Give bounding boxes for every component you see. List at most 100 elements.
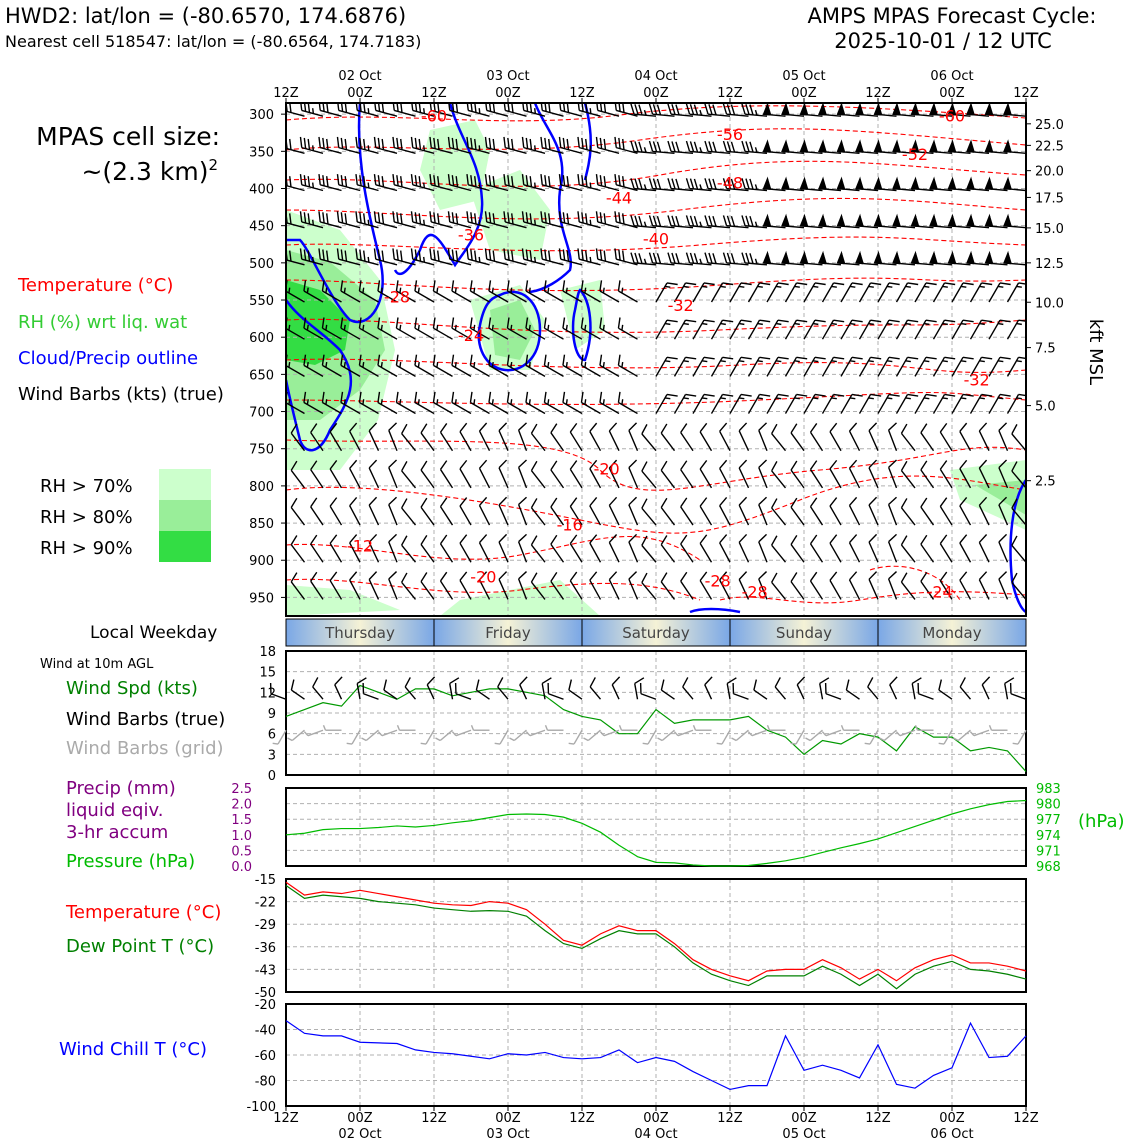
wind-barb bbox=[329, 534, 343, 563]
wind-barb bbox=[895, 729, 916, 737]
wind-barb bbox=[1004, 677, 1015, 700]
wind-barbs bbox=[286, 103, 1026, 600]
wind-barb bbox=[667, 252, 694, 266]
wind-barb bbox=[680, 497, 694, 526]
wind-barb bbox=[758, 422, 768, 451]
wind-barb bbox=[410, 103, 435, 117]
pressure-ytick-label: 974 bbox=[1036, 829, 1061, 844]
wind-barb bbox=[299, 248, 324, 266]
wind-barb bbox=[873, 176, 897, 192]
wind-barb bbox=[680, 571, 694, 600]
wind-barb bbox=[790, 534, 805, 563]
wind-barb bbox=[738, 533, 750, 563]
wind-barb bbox=[984, 103, 1008, 117]
chill-panel-label: Wind Chill T (°C) bbox=[59, 1039, 207, 1060]
wind-barb bbox=[914, 319, 937, 340]
wind-barb bbox=[544, 724, 564, 731]
top-time-label: 12Z bbox=[1013, 86, 1039, 101]
wind-barb bbox=[543, 317, 564, 340]
wind-barb bbox=[577, 136, 601, 155]
wind-barb bbox=[303, 354, 324, 377]
wind-barb bbox=[392, 174, 416, 192]
wind-barb bbox=[722, 140, 749, 155]
wind-barb bbox=[673, 729, 694, 737]
wind-barb bbox=[478, 496, 491, 526]
bottom-time-label: 00Z bbox=[495, 1111, 521, 1126]
wind-barb bbox=[719, 571, 731, 600]
legend-rh: RH (%) wrt liq. wat bbox=[18, 312, 187, 333]
wind-barb bbox=[608, 534, 620, 563]
wind-barb bbox=[503, 136, 527, 155]
wind-barb bbox=[910, 176, 934, 192]
wind-barb bbox=[699, 497, 713, 526]
wind-barb bbox=[521, 174, 546, 192]
wind-barb bbox=[373, 211, 398, 229]
temperature-contour bbox=[719, 591, 1026, 604]
wind-barb bbox=[599, 354, 620, 377]
wind-barb bbox=[731, 729, 749, 742]
wind-barb bbox=[829, 497, 842, 526]
wind-barb bbox=[978, 534, 990, 563]
legend-cloud: Cloud/Precip outline bbox=[18, 348, 198, 369]
wind-barb bbox=[685, 103, 712, 117]
wind-barb bbox=[1006, 282, 1026, 303]
kft-tick-label: 15.0 bbox=[1035, 222, 1064, 237]
wind-barb bbox=[848, 496, 861, 526]
wind-barb bbox=[978, 571, 990, 600]
wind-barb bbox=[966, 176, 990, 192]
wind-barb bbox=[747, 282, 771, 303]
cloud-outline-path bbox=[689, 607, 741, 614]
wind-barb bbox=[858, 356, 882, 377]
wind-barb bbox=[361, 729, 379, 742]
wind-barb bbox=[710, 319, 734, 340]
wind-barb bbox=[368, 496, 380, 526]
wind-ytick-label: 9 bbox=[268, 707, 276, 722]
wind-barb bbox=[895, 393, 919, 414]
wind-barb bbox=[368, 422, 380, 452]
wind-barb bbox=[766, 319, 789, 340]
wind-barb bbox=[517, 422, 528, 451]
wind-barb bbox=[617, 280, 638, 303]
wind-barb bbox=[451, 354, 472, 377]
cloud-outline bbox=[286, 103, 1026, 614]
wind-barb bbox=[704, 103, 731, 117]
wind-spd-label: Wind Spd (kts) bbox=[66, 678, 198, 699]
wind-barb bbox=[420, 497, 435, 526]
wind-barb bbox=[809, 460, 824, 489]
wind-barb bbox=[404, 677, 417, 700]
wind-barb bbox=[530, 460, 546, 489]
wind-barb bbox=[414, 354, 435, 377]
pressure-tick-label: 500 bbox=[249, 257, 274, 272]
wind-barb bbox=[848, 459, 861, 489]
wind-barb bbox=[758, 533, 768, 563]
precip-label-2: liquid eqiv. bbox=[66, 800, 163, 821]
wind-barb bbox=[741, 215, 768, 229]
bottom-date-label: 02 Oct bbox=[338, 1127, 381, 1140]
wind-barb bbox=[836, 176, 860, 192]
wind-barb bbox=[589, 534, 602, 563]
wind-barb bbox=[821, 393, 845, 414]
wind-barb bbox=[349, 496, 361, 526]
wind-barb bbox=[569, 422, 583, 452]
wind-barb bbox=[617, 354, 638, 377]
kft-tick-label: 12.5 bbox=[1035, 257, 1064, 272]
wind-barb bbox=[959, 571, 972, 600]
pressure-label: Pressure (hPa) bbox=[66, 851, 195, 872]
wind-barb bbox=[648, 103, 675, 117]
wind-barb bbox=[414, 280, 435, 303]
bottom-date-label: 06 Oct bbox=[930, 1127, 973, 1140]
wind-barb bbox=[858, 282, 882, 303]
wind-barb bbox=[494, 729, 509, 745]
temperature-label: -28 bbox=[705, 571, 731, 590]
wind-barb bbox=[498, 459, 509, 489]
wind-barb bbox=[420, 572, 435, 600]
pressure-ytick-label: 971 bbox=[1036, 844, 1061, 859]
pressure-tick-label: 700 bbox=[249, 406, 274, 421]
wind-barb bbox=[877, 282, 900, 303]
wind-barb bbox=[525, 729, 546, 737]
wind-barb bbox=[781, 250, 805, 266]
wind-barb bbox=[892, 250, 916, 266]
wind-barb bbox=[836, 213, 860, 229]
wind-barb bbox=[790, 423, 805, 452]
bottom-time-label: 12Z bbox=[1013, 1111, 1039, 1126]
